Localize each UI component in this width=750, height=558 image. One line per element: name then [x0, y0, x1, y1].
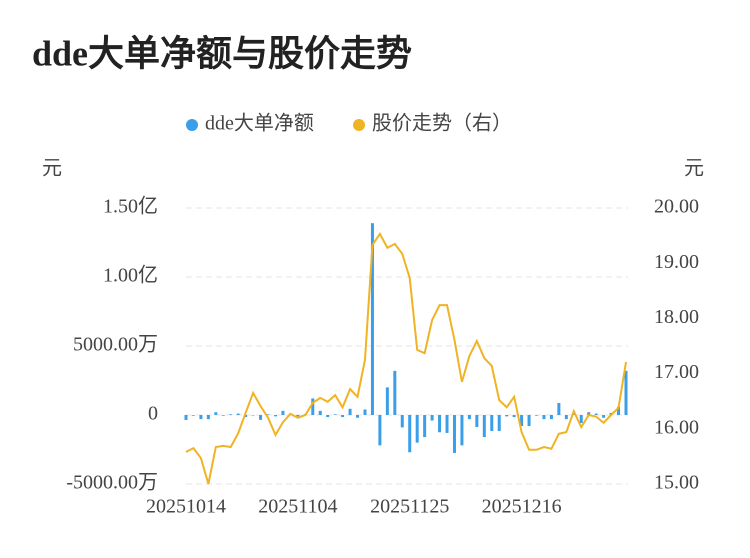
bar [199, 415, 203, 420]
legend-marker [186, 119, 198, 131]
bar [206, 415, 210, 420]
y-tick-label: -5000.00万 [66, 472, 158, 494]
chart-title: dde大单净额与股价走势 [32, 33, 412, 73]
bar [527, 415, 531, 427]
y-tick-label: 1.00亿 [103, 264, 158, 287]
bar [572, 413, 576, 415]
bar [423, 415, 427, 438]
bar [378, 415, 382, 446]
bar [617, 406, 621, 415]
bar [348, 408, 352, 415]
legend-label: 股价走势（右） [372, 112, 512, 135]
bar [333, 414, 337, 415]
y2-tick-label: 19.00 [654, 251, 699, 273]
bar [408, 415, 412, 453]
bar [557, 402, 561, 415]
legend-marker [353, 119, 365, 131]
bar [326, 415, 330, 418]
legend-label: dde大单净额 [205, 112, 314, 135]
x-tick-label: 20251104 [258, 496, 337, 518]
x-tick-label: 20251014 [146, 496, 226, 518]
bar [564, 415, 568, 420]
y2-tick-label: 15.00 [654, 472, 699, 494]
bar [363, 409, 367, 415]
bar [430, 415, 434, 421]
bar [259, 415, 263, 420]
bar [535, 415, 539, 416]
y2-tick-label: 17.00 [654, 361, 699, 383]
bar [191, 415, 195, 416]
bar [587, 412, 591, 415]
bar [229, 414, 233, 415]
bar [356, 415, 360, 418]
bar [400, 415, 404, 428]
bar [594, 413, 598, 415]
bar [318, 410, 322, 415]
bar [415, 415, 419, 443]
bar [482, 415, 486, 438]
x-tick-label: 20251216 [482, 496, 562, 518]
bar [438, 415, 442, 433]
bar [624, 370, 628, 415]
bar [393, 370, 397, 415]
bar [467, 415, 471, 420]
bar [505, 415, 509, 417]
bar [475, 415, 479, 428]
y-axis-unit: 元 [42, 158, 62, 180]
bar [236, 413, 240, 415]
bar [251, 415, 255, 416]
bar [512, 415, 516, 418]
bar [184, 415, 188, 420]
bar [520, 415, 524, 427]
price-line [185, 232, 627, 485]
bar [273, 415, 277, 417]
bar [385, 387, 389, 415]
bar [341, 415, 345, 418]
bar [497, 415, 501, 432]
bar [296, 415, 300, 417]
y-tick-label: 1.50亿 [103, 195, 158, 218]
bar [490, 415, 494, 432]
bar [221, 415, 225, 416]
y2-axis-unit: 元 [684, 158, 704, 180]
bar [281, 410, 285, 415]
bar [214, 412, 218, 415]
bar [266, 414, 270, 415]
bar [445, 415, 449, 433]
bar [311, 398, 315, 415]
bar [542, 415, 546, 420]
y2-tick-label: 18.00 [654, 306, 699, 328]
y2-tick-label: 20.00 [654, 196, 699, 218]
bar [244, 415, 248, 418]
y-tick-label: 0 [148, 403, 158, 425]
bar [452, 415, 456, 453]
bar [370, 223, 374, 415]
x-tick-label: 20251125 [370, 496, 449, 518]
bar [602, 415, 606, 418]
bar [579, 415, 583, 424]
bar [460, 415, 464, 446]
y2-tick-label: 16.00 [654, 416, 699, 438]
y-tick-label: 5000.00万 [73, 334, 158, 356]
bar [549, 415, 553, 420]
